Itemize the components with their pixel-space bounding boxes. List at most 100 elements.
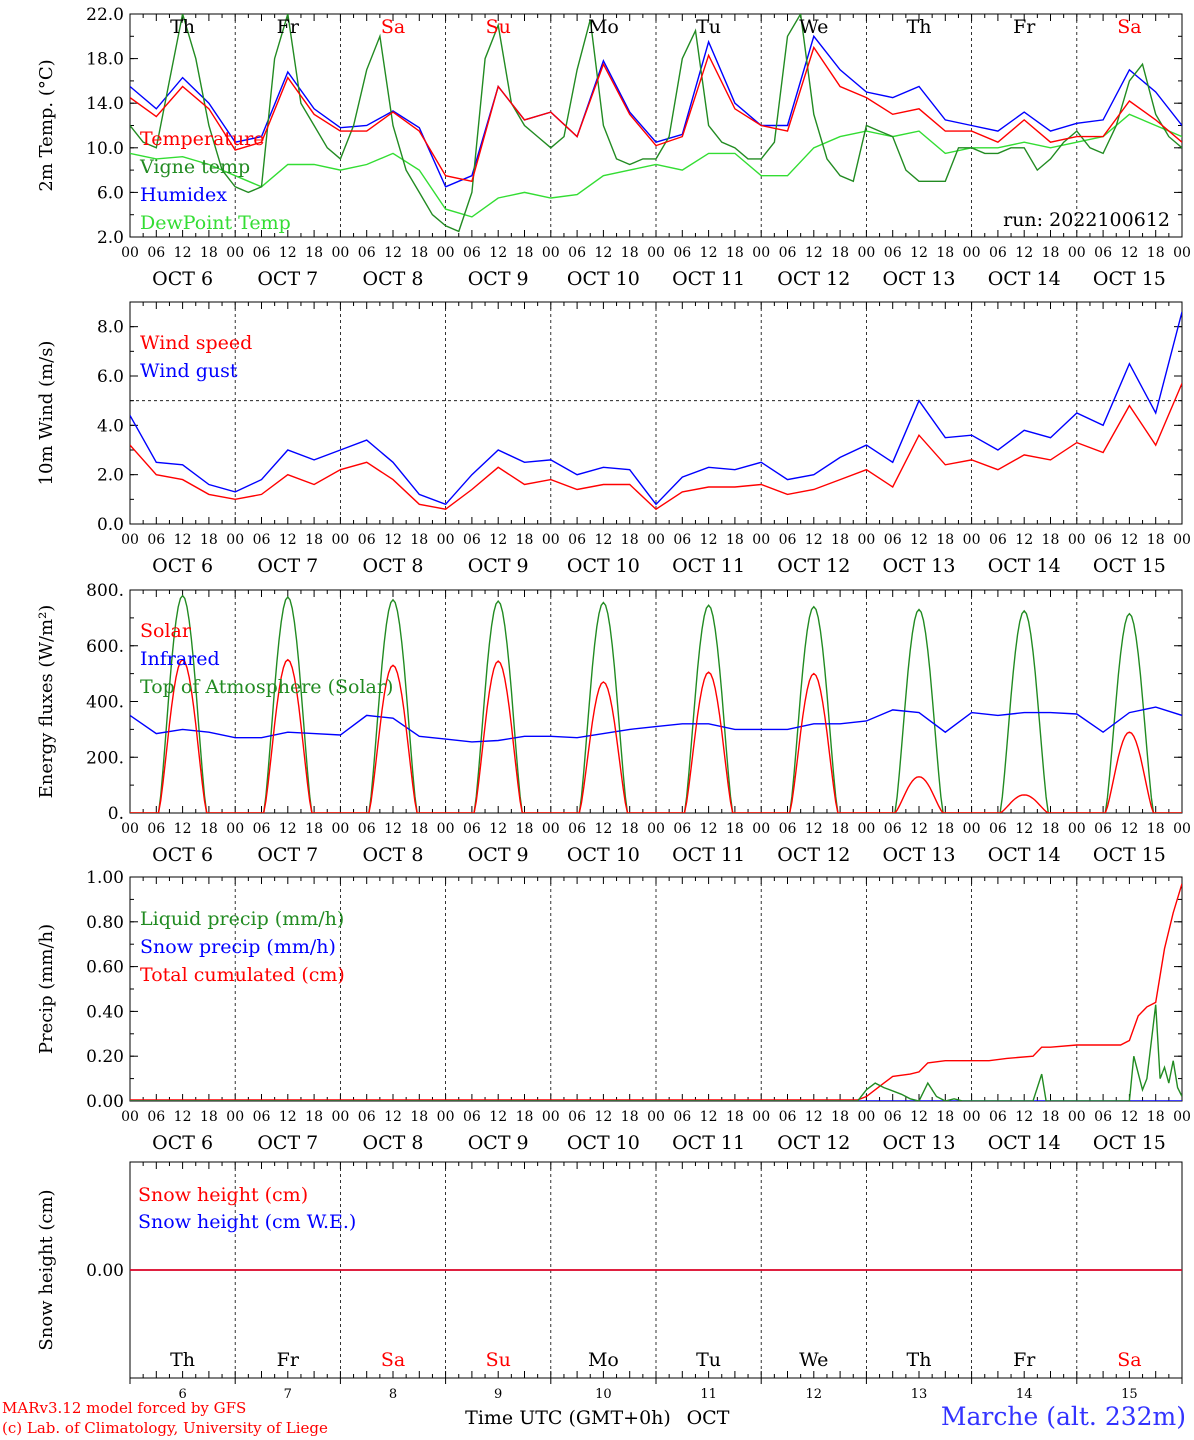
- hour-label: 18: [305, 532, 323, 548]
- hour-label: 18: [1042, 532, 1060, 548]
- y-tick-label: 0.80: [86, 913, 124, 933]
- weekday-label: Su: [486, 1349, 511, 1371]
- weekday-label: Th: [170, 16, 195, 38]
- date-label: OCT 6: [152, 555, 213, 577]
- legend-entry: Infrared: [140, 648, 220, 670]
- hour-label: 12: [1015, 1109, 1033, 1125]
- hour-label: 18: [831, 245, 849, 261]
- date-label: OCT 8: [363, 844, 424, 866]
- weekday-label: We: [799, 1349, 828, 1371]
- hour-label: 06: [673, 245, 691, 261]
- panel-2: 0.0 2.0 4.0 6.0 8.0 10m Wind (m/s) Wind speed W…: [36, 301, 1191, 577]
- hour-label: 18: [936, 1109, 954, 1125]
- date-label: OCT 13: [882, 555, 955, 577]
- date-label: OCT 7: [257, 268, 318, 290]
- hour-label: 18: [305, 245, 323, 261]
- hour-label: 06: [673, 532, 691, 548]
- hour-label: 18: [516, 1109, 534, 1125]
- hour-label: 12: [384, 245, 402, 261]
- hour-label: 00: [121, 1109, 139, 1125]
- hour-label: 06: [253, 821, 271, 837]
- date-label: OCT 13: [882, 1132, 955, 1154]
- hour-label: 06: [779, 821, 797, 837]
- hour-label: 18: [621, 1109, 639, 1125]
- hour-label: 18: [516, 821, 534, 837]
- y-axis-label: Energy fluxes (W/m²): [36, 605, 57, 799]
- hour-label: 06: [1094, 532, 1112, 548]
- y-tick-label: 10.0: [86, 139, 124, 159]
- hour-label: 06: [989, 245, 1007, 261]
- date-label: OCT 7: [257, 1132, 318, 1154]
- date-label: OCT 11: [672, 1132, 745, 1154]
- station-title: Marche (alt. 232m): [940, 1402, 1186, 1431]
- series-line: [130, 594, 1182, 813]
- hour-label: 06: [1094, 245, 1112, 261]
- y-tick-label: 22.0: [86, 5, 124, 25]
- hour-label: 06: [358, 532, 376, 548]
- date-label: OCT 9: [468, 1132, 529, 1154]
- hour-label: 18: [726, 532, 744, 548]
- date-label: OCT 8: [363, 555, 424, 577]
- date-label: OCT 6: [152, 844, 213, 866]
- hour-label: 12: [594, 821, 612, 837]
- hour-label: 12: [489, 1109, 507, 1125]
- hour-label: 18: [936, 821, 954, 837]
- hour-label: 00: [331, 532, 349, 548]
- legend-entry: Solar: [140, 620, 192, 642]
- y-tick-label: 800.: [86, 581, 124, 601]
- y-tick-label: 400.: [86, 693, 124, 713]
- hour-label: 12: [174, 1109, 192, 1125]
- y-tick-label: 200.: [86, 748, 124, 768]
- date-label: OCT 14: [988, 268, 1061, 290]
- hour-label: 00: [121, 532, 139, 548]
- hour-label: 12: [384, 1109, 402, 1125]
- hour-label: 00: [963, 532, 981, 548]
- hour-label: 12: [279, 1109, 297, 1125]
- hour-label: 12: [910, 821, 928, 837]
- hour-label: 12: [700, 245, 718, 261]
- hour-label: 00: [857, 532, 875, 548]
- date-label: OCT 10: [567, 268, 640, 290]
- hour-label: 18: [621, 821, 639, 837]
- hour-label: 12: [489, 821, 507, 837]
- date-label: OCT 12: [777, 555, 850, 577]
- hour-label: 00: [1173, 532, 1191, 548]
- hour-label: 00: [1173, 821, 1191, 837]
- panel-1: 2.0 6.0 10.0 14.0 18.0 22.0 2m Temp. (°C) Tempe…: [36, 5, 1191, 290]
- hour-label: 00: [1068, 532, 1086, 548]
- y-tick-label: 2.0: [97, 466, 124, 486]
- y-axis-label: Snow height (cm): [36, 1189, 57, 1350]
- hour-label: 12: [1120, 532, 1138, 548]
- hour-label: 12: [489, 245, 507, 261]
- weekday-label: Sa: [1117, 1349, 1141, 1371]
- weekday-label: Th: [907, 1349, 932, 1371]
- day-number: 12: [806, 1387, 823, 1402]
- day-number: 8: [389, 1387, 397, 1402]
- day-number: 10: [595, 1387, 612, 1402]
- hour-label: 06: [568, 1109, 586, 1125]
- y-tick-label: 6.0: [97, 367, 124, 387]
- hour-label: 00: [542, 245, 560, 261]
- weekday-label: We: [799, 16, 828, 38]
- hour-label: 12: [1015, 821, 1033, 837]
- hour-label: 00: [226, 532, 244, 548]
- hour-label: 06: [358, 821, 376, 837]
- hour-label: 00: [857, 1109, 875, 1125]
- day-number: 14: [1016, 1387, 1033, 1402]
- hour-label: 12: [910, 245, 928, 261]
- hour-label: 06: [884, 1109, 902, 1125]
- weekday-label: Th: [170, 1349, 195, 1371]
- weekday-label: Su: [486, 16, 511, 38]
- date-label: OCT 8: [363, 268, 424, 290]
- hour-label: 12: [700, 1109, 718, 1125]
- date-label: OCT 15: [1093, 844, 1166, 866]
- hour-label: 06: [358, 1109, 376, 1125]
- weekday-label: Fr: [1013, 1349, 1036, 1371]
- y-tick-label: 0.: [108, 804, 124, 824]
- hour-label: 06: [1094, 821, 1112, 837]
- hour-label: 00: [752, 1109, 770, 1125]
- hour-label: 18: [1147, 532, 1165, 548]
- date-label: OCT 10: [567, 555, 640, 577]
- hour-label: 12: [1120, 821, 1138, 837]
- hour-label: 18: [831, 821, 849, 837]
